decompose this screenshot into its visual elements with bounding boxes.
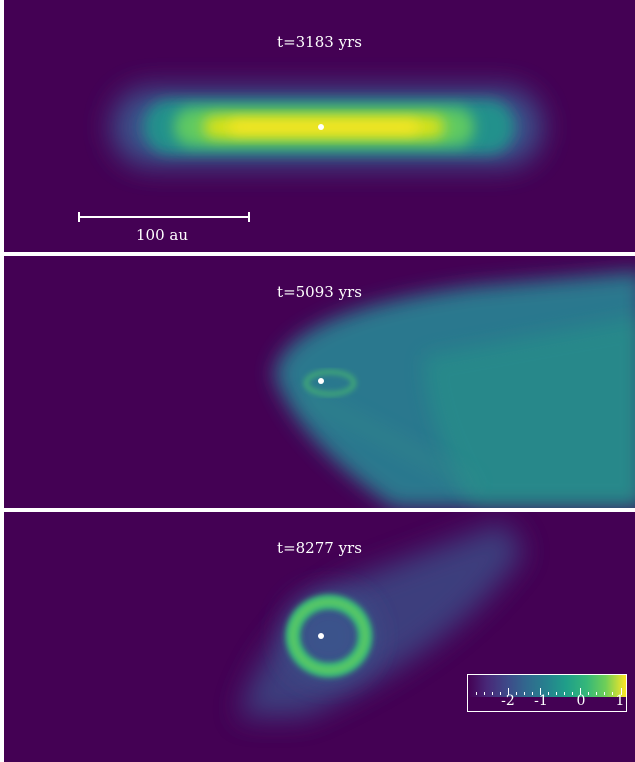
simulation-panel-1: t=3183 yrs 100 au [4,0,635,252]
scale-bar-label: 100 au [136,226,189,244]
disk-image-bow-shock [274,271,635,508]
colorbar-tick-label: 1 [615,693,625,709]
simulation-panel-2: t=5093 yrs [4,256,635,508]
colorbar-tick-label: -1 [534,693,548,709]
panel-3-time-label: t=8277 yrs [277,539,362,557]
star-marker [318,378,324,384]
colorbar-tick-label: 0 [576,693,586,709]
colorbar: -2 -1 0 1 [467,674,627,712]
panel-1-time-label: t=3183 yrs [277,33,362,51]
colorbar-tick-label: -2 [501,693,515,709]
panel-2-time-label: t=5093 yrs [277,283,362,301]
star-marker [318,633,324,639]
star-marker [318,124,324,130]
simulation-panel-3: t=8277 yrs -2 -1 0 1 [4,512,635,762]
colorbar-gradient [468,675,626,697]
disk-image-edge-on [112,88,542,166]
disk-image-ring [239,522,524,717]
scale-bar [78,212,250,222]
